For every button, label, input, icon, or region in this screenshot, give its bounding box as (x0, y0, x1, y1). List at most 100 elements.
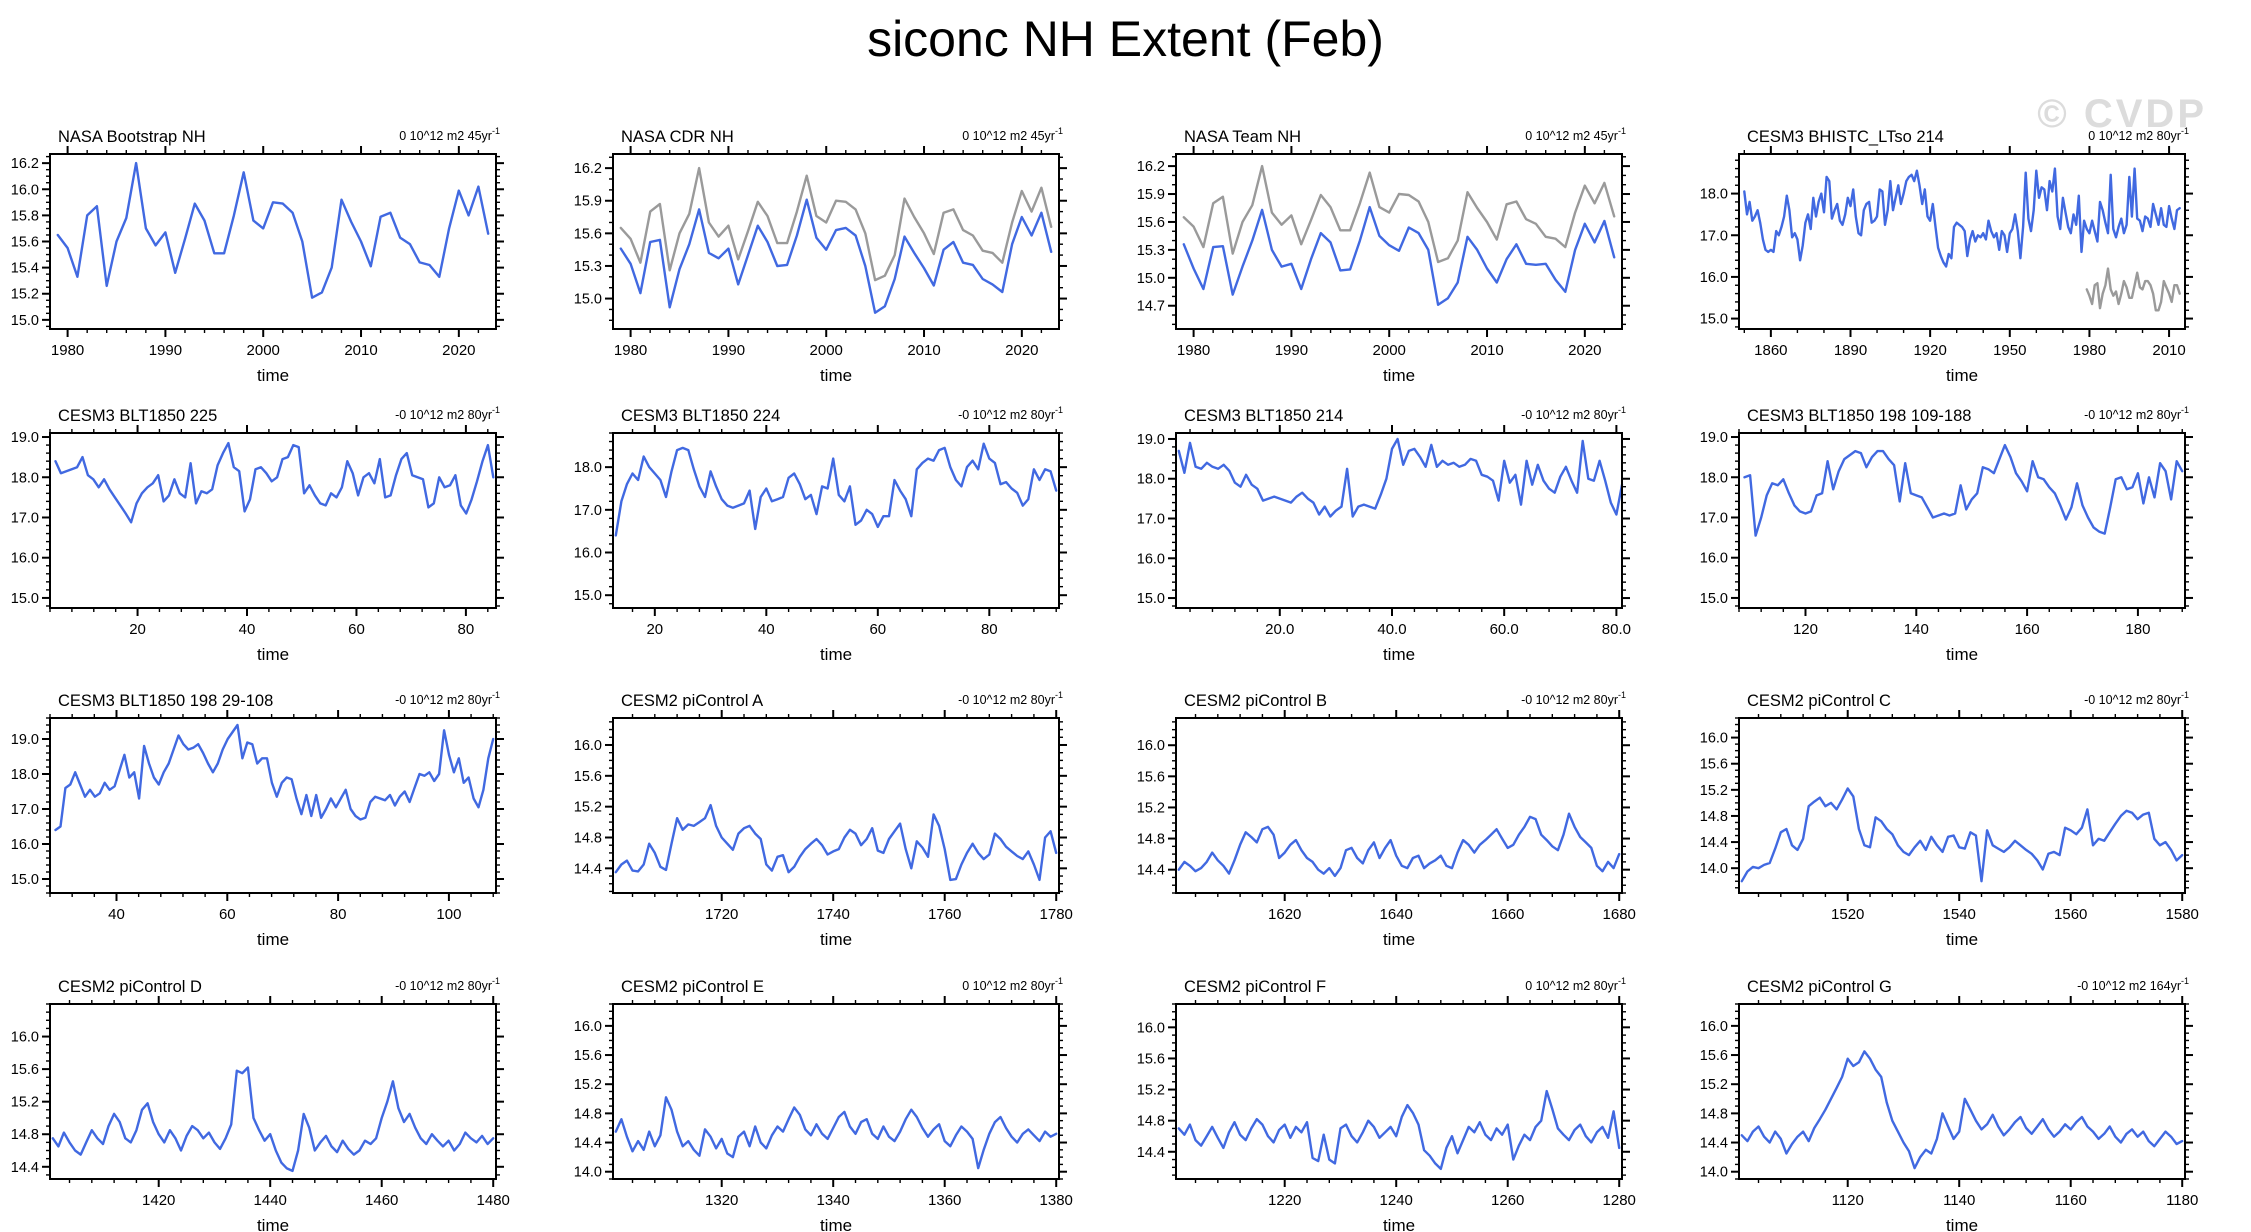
trend-annotation: 0 10^12 m2 80yr-1 (962, 976, 1063, 993)
y-tick-label: 14.8 (1700, 1106, 1728, 1122)
axis-ticks (609, 429, 1063, 612)
y-tick-label: 15.6 (1137, 769, 1165, 785)
y-tick-label: 15.0 (1137, 271, 1165, 287)
panel-title: CESM2 piControl B (1184, 692, 1327, 710)
x-tick-label: 2010 (1470, 342, 1503, 359)
x-tick-label: 1660 (1491, 906, 1524, 923)
x-tick-label: 1440 (254, 1192, 287, 1209)
series-line-gray (2085, 267, 2181, 312)
series-line-blue (1177, 437, 1624, 518)
y-tick-label: 19.0 (1700, 430, 1728, 446)
x-tick-label: 80.0 (1602, 621, 1631, 638)
x-axis-label: time (1383, 645, 1415, 661)
y-tick-label: 15.0 (574, 588, 602, 604)
y-tick-label: 14.4 (1137, 863, 1165, 879)
panel-title: CESM3 BLT1850 198 109-188 (1747, 407, 1971, 425)
y-tick-label: 14.4 (1137, 1145, 1165, 1161)
y-tick-label: 15.2 (1700, 783, 1728, 799)
y-tick-label: 15.0 (574, 292, 602, 308)
y-tick-label: 15.2 (11, 287, 39, 303)
axis-ticks (1172, 714, 1626, 897)
panel-title: CESM2 piControl F (1184, 978, 1326, 996)
y-tick-label: 14.4 (574, 861, 602, 877)
x-tick-label: 1950 (1993, 342, 2026, 359)
y-tick-label: 15.3 (1137, 243, 1165, 259)
y-tick-label: 14.4 (1700, 1136, 1728, 1152)
page-title: siconc NH Extent (Feb) (867, 11, 1384, 67)
timeseries-chart: 1860 1890 1920 1950 1980 2010 15.0 16.0 17.0 18.0… (1700, 126, 2193, 382)
x-axis-label: time (1383, 366, 1415, 382)
y-tick-label: 15.0 (1700, 312, 1728, 328)
x-tick-label: 1360 (928, 1192, 961, 1209)
y-tick-label: 15.0 (11, 313, 39, 329)
y-tick-label: 16.0 (1137, 1020, 1165, 1036)
x-tick-label: 1160 (2055, 1192, 2087, 1209)
x-tick-label: 2010 (344, 342, 377, 359)
y-tick-label: 15.6 (11, 235, 39, 251)
x-tick-label: 1480 (477, 1192, 510, 1209)
panel-cesm3-blt1850-214: 20.0 40.0 60.0 80.0 15.0 16.0 17.0 18.0 19.0 CESM… (1128, 375, 1691, 661)
series-line-blue (1177, 1089, 1621, 1171)
timeseries-chart: 20.0 40.0 60.0 80.0 15.0 16.0 17.0 18.0 19.0 CESM… (1137, 405, 1631, 661)
timeseries-chart: 1220 1240 1260 1280 14.4 14.8 15.2 15.6 16.0 CESM… (1137, 976, 1636, 1232)
x-tick-label: 1680 (1603, 906, 1636, 923)
panel-cesm2-picontrol-f: 1220 1240 1260 1280 14.4 14.8 15.2 15.6 16.0 CESM… (1128, 946, 1691, 1232)
y-tick-label: 14.8 (574, 830, 602, 846)
x-axis-label: time (1946, 1216, 1978, 1232)
panel-title: CESM2 piControl D (58, 978, 202, 996)
timeseries-chart: 1420 1440 1460 1480 14.4 14.8 15.2 15.6 16.0 CESM… (11, 976, 510, 1232)
x-tick-label: 1980 (1177, 342, 1210, 359)
x-tick-label: 1180 (2166, 1192, 2198, 1209)
timeseries-chart: 1720 1740 1760 1780 14.4 14.8 15.2 15.6 16.0 CESM… (574, 690, 1073, 946)
x-tick-label: 20 (129, 621, 146, 638)
y-tick-label: 14.8 (11, 1127, 39, 1143)
y-tick-label: 15.2 (1137, 1083, 1165, 1099)
y-tick-label: 16.0 (1700, 551, 1728, 567)
y-tick-label: 15.2 (1700, 1077, 1728, 1093)
plot-frame (1738, 1003, 2186, 1180)
x-tick-label: 1140 (1943, 1192, 1975, 1209)
axis-major-ticks (1731, 710, 2193, 901)
series-line-blue (54, 723, 495, 832)
axis-ticks (1172, 429, 1626, 612)
x-tick-label: 1280 (1603, 1192, 1636, 1209)
y-tick-label: 17.0 (11, 802, 39, 818)
series-line-blue (54, 441, 495, 524)
x-tick-label: 1890 (1834, 342, 1867, 359)
series-line-blue (614, 1096, 1058, 1170)
y-tick-label: 18.0 (1700, 187, 1728, 203)
timeseries-chart: 40 60 80 100 15.0 16.0 17.0 18.0 19.0 CESM3 BLT18… (11, 690, 504, 946)
cvdp-watermark: © CVDP (2037, 92, 2207, 136)
y-tick-label: 17.0 (574, 503, 602, 519)
y-tick-label: 18.0 (11, 767, 39, 783)
y-tick-label: 15.2 (574, 1077, 602, 1093)
axis-major-ticks (1168, 425, 1630, 616)
trend-annotation: -0 10^12 m2 80yr-1 (1521, 405, 1626, 422)
y-tick-label: 16.2 (11, 156, 39, 172)
trend-annotation: 0 10^12 m2 45yr-1 (1525, 126, 1626, 143)
axis-major-ticks (42, 425, 504, 616)
y-tick-label: 14.7 (1137, 299, 1165, 315)
plot-frame (612, 717, 1060, 894)
x-tick-label: 40 (239, 621, 256, 638)
series-line-gray (619, 166, 1053, 282)
series-line-blue (614, 803, 1058, 882)
plot-frame (49, 153, 497, 330)
axis-major-ticks (42, 710, 504, 901)
plot-frame (612, 153, 1060, 330)
plot-frame (49, 1003, 497, 1180)
y-tick-label: 14.4 (1700, 835, 1728, 851)
series-line-blue (1740, 1050, 2184, 1170)
trend-annotation: 0 10^12 m2 45yr-1 (399, 126, 500, 143)
y-tick-label: 14.8 (1700, 809, 1728, 825)
x-tick-label: 2000 (247, 342, 280, 359)
y-tick-label: 15.3 (574, 259, 602, 275)
panel-title: NASA Bootstrap NH (58, 128, 206, 146)
y-tick-label: 15.2 (1137, 800, 1165, 816)
plot-frame (1175, 717, 1623, 894)
y-tick-label: 15.6 (1137, 215, 1165, 231)
axis-ticks (609, 1000, 1063, 1183)
x-tick-label: 80 (330, 906, 347, 923)
series-line-blue (614, 442, 1058, 537)
axis-ticks (46, 714, 500, 897)
